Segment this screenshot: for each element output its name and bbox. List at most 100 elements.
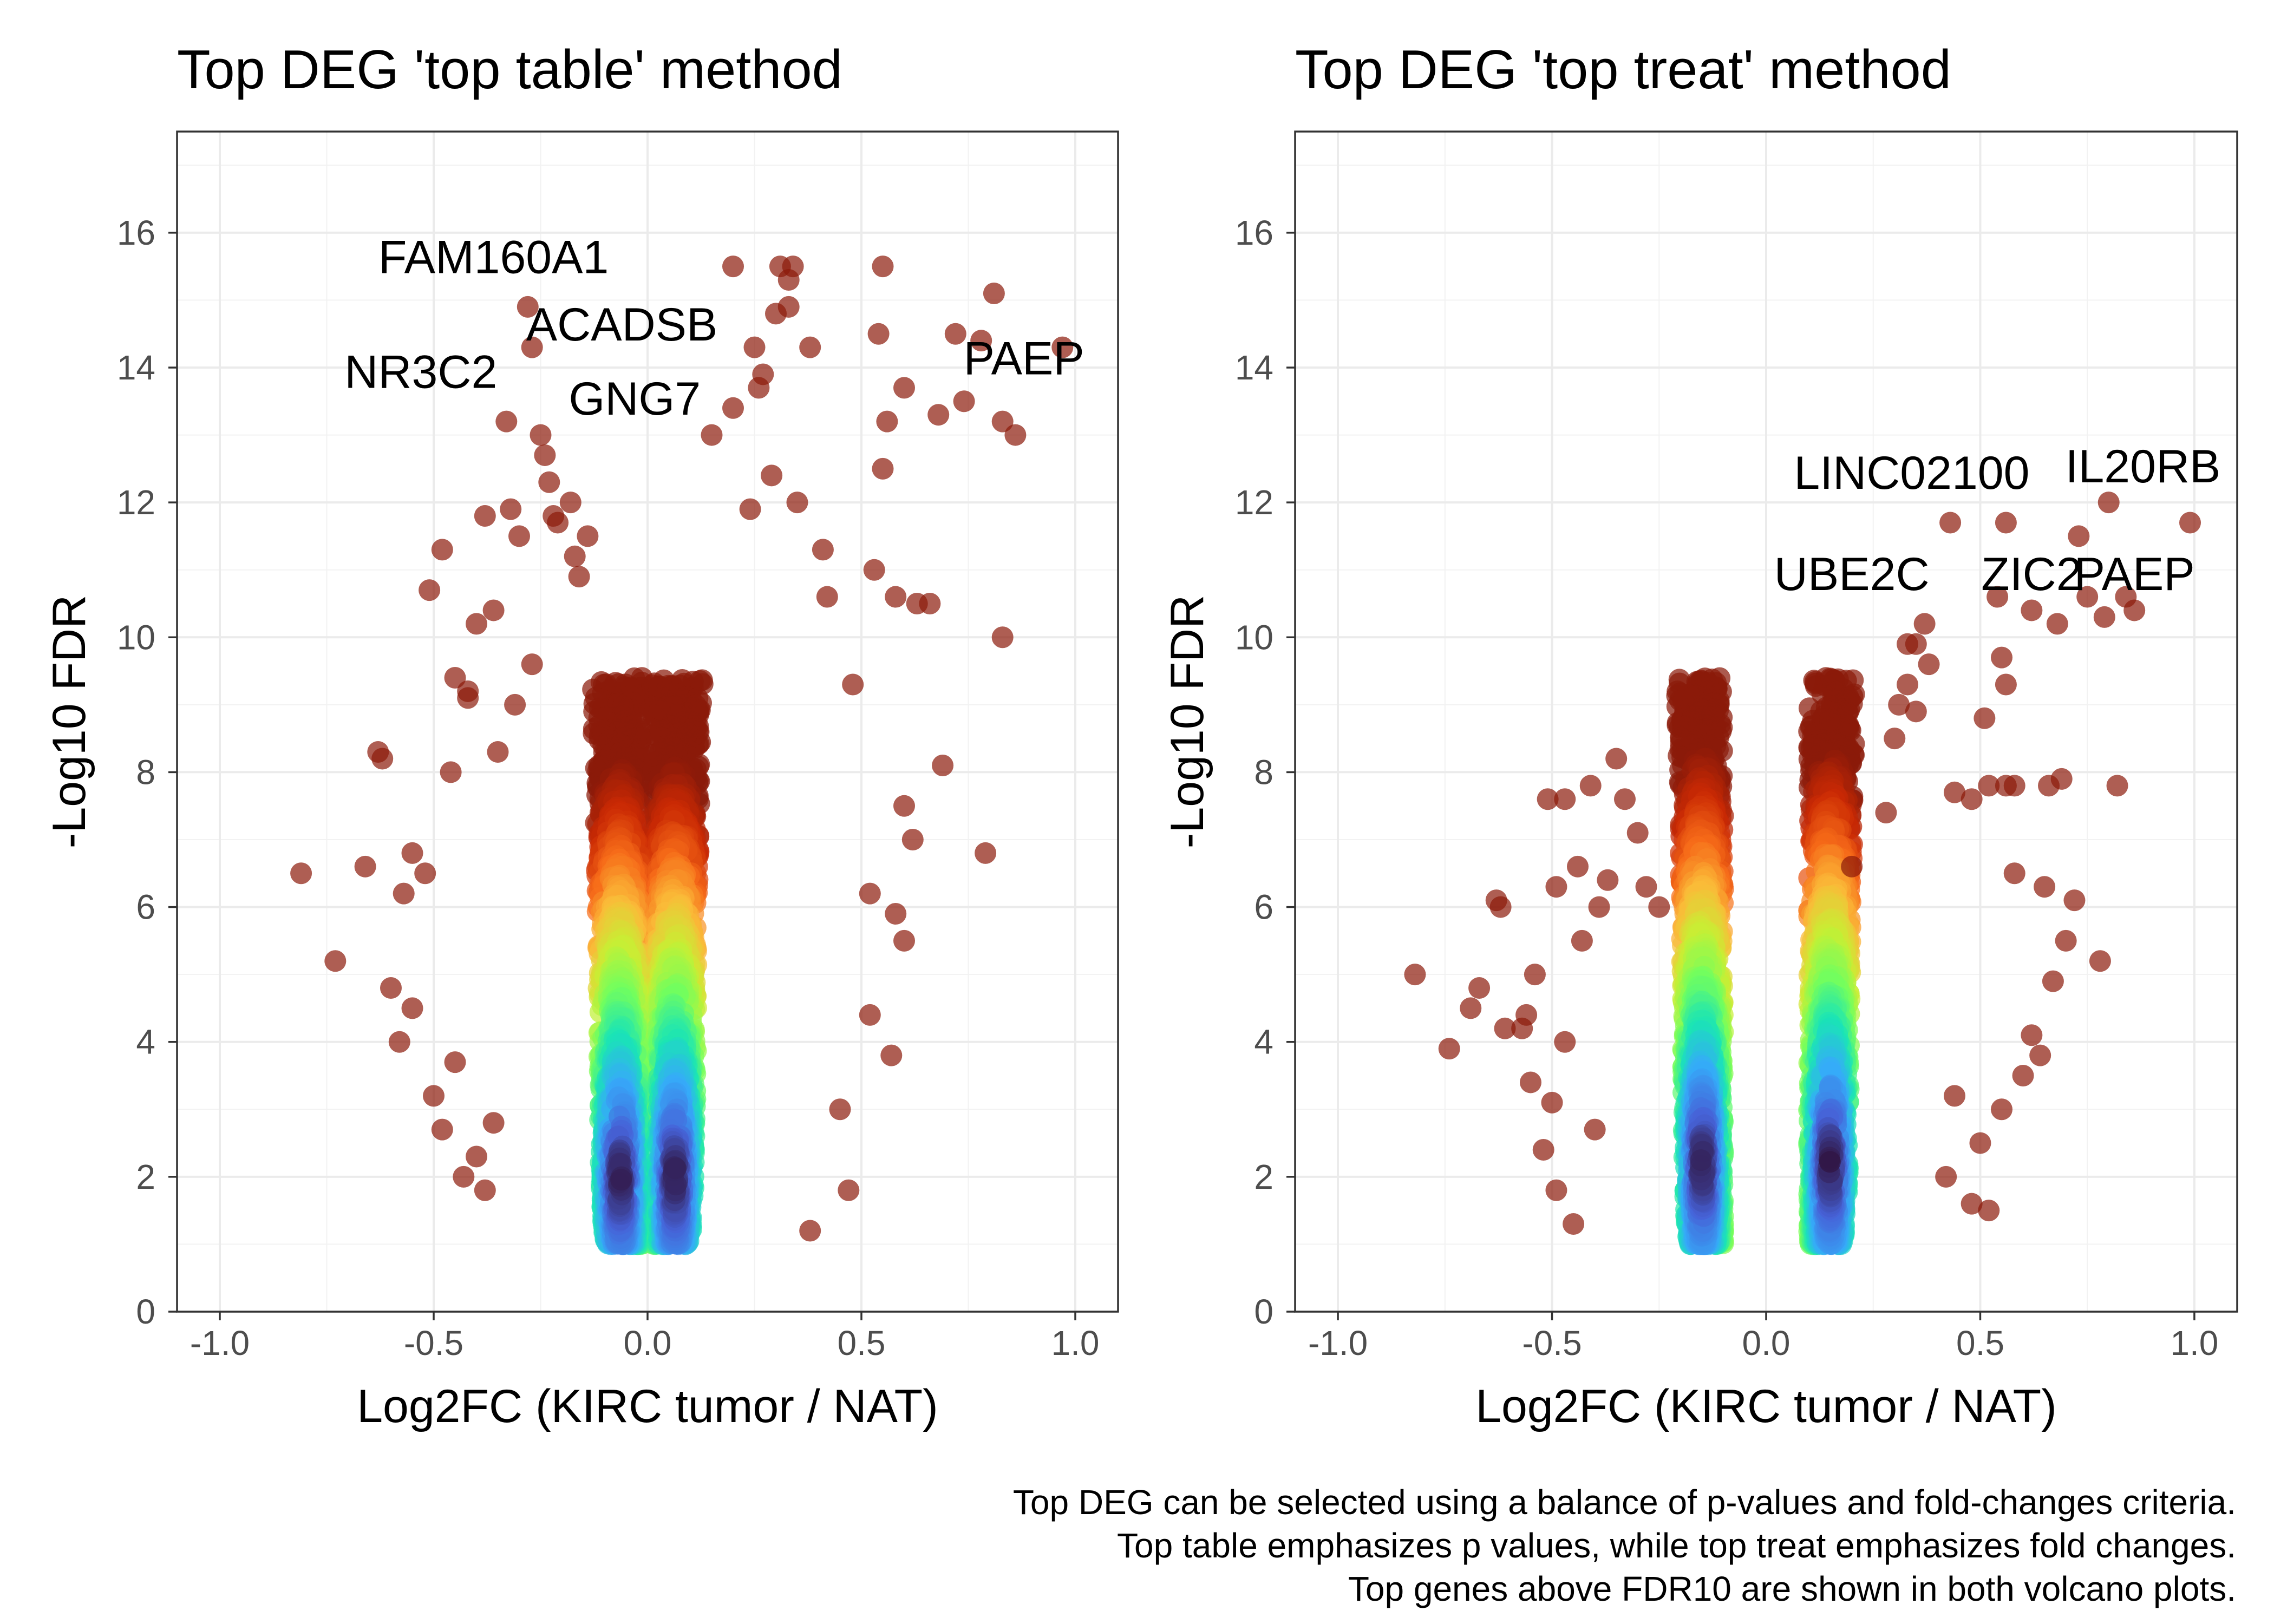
x-tick-label: -0.5 xyxy=(404,1324,463,1363)
data-point xyxy=(786,492,808,514)
data-point xyxy=(504,693,526,716)
data-point xyxy=(466,1145,487,1168)
data-point xyxy=(919,593,941,614)
data-point xyxy=(777,296,800,318)
data-point xyxy=(564,545,586,567)
data-point xyxy=(838,1179,860,1201)
data-point xyxy=(1004,424,1027,446)
data-point xyxy=(423,1085,445,1107)
data-point xyxy=(842,673,864,696)
data-point xyxy=(500,498,522,520)
data-point xyxy=(577,525,599,547)
data-point xyxy=(829,1098,851,1121)
data-point xyxy=(812,539,834,561)
gene-label: GNG7 xyxy=(568,373,701,425)
data-point xyxy=(401,997,423,1019)
x-axis-title: Log2FC (KIRC tumor / NAT) xyxy=(357,1380,938,1432)
y-axis-title: -Log10 FDR xyxy=(43,595,95,848)
density-point xyxy=(642,744,664,767)
data-point xyxy=(538,471,560,493)
plot-grid xyxy=(1295,132,2237,1313)
data-point xyxy=(568,566,590,588)
y-tick-label: 8 xyxy=(136,752,155,791)
data-point xyxy=(482,1112,505,1134)
data-point xyxy=(444,1051,466,1073)
density-point xyxy=(664,1157,687,1180)
data-point xyxy=(748,377,770,399)
x-tick-label: 0.0 xyxy=(624,1324,672,1363)
data-point xyxy=(901,829,924,850)
x-tick-label: 0.5 xyxy=(838,1324,886,1363)
data-point xyxy=(927,404,950,426)
data-point xyxy=(722,256,744,278)
density-point xyxy=(688,699,710,721)
data-point xyxy=(867,323,890,345)
data-point xyxy=(371,748,394,770)
density-point xyxy=(585,686,607,709)
data-point xyxy=(419,579,441,601)
y-tick-label: 2 xyxy=(136,1157,155,1196)
data-point xyxy=(474,505,496,527)
density-point xyxy=(676,722,698,744)
data-point xyxy=(859,882,881,905)
data-point xyxy=(893,377,915,399)
data-point xyxy=(799,336,821,358)
density-point xyxy=(1843,683,1865,705)
y-tick-label: 16 xyxy=(117,213,155,252)
gene-label: FAM160A1 xyxy=(378,232,609,284)
panel-title: Top DEG 'top table' method xyxy=(177,40,842,100)
data-point xyxy=(530,424,552,446)
density-point xyxy=(691,669,713,691)
data-point xyxy=(457,687,479,709)
density-point xyxy=(664,737,686,759)
density-point xyxy=(1697,672,1719,694)
data-point xyxy=(876,410,898,433)
data-point xyxy=(777,269,800,291)
data-point xyxy=(414,862,436,885)
data-point xyxy=(482,599,505,621)
data-point xyxy=(380,977,402,999)
data-point xyxy=(872,256,894,278)
data-point xyxy=(388,1031,410,1053)
data-point xyxy=(739,498,761,520)
data-point xyxy=(701,424,723,446)
data-point xyxy=(885,586,907,608)
data-point xyxy=(401,842,423,864)
data-point xyxy=(983,282,1005,304)
data-point xyxy=(885,903,907,925)
data-point xyxy=(431,1118,453,1141)
density-point xyxy=(1689,698,1711,720)
gene-label: PAEP xyxy=(964,332,1084,384)
density-point xyxy=(612,696,634,718)
y-tick-label: 10 xyxy=(117,618,155,657)
data-point xyxy=(290,862,312,885)
data-point xyxy=(440,761,462,783)
data-point xyxy=(991,626,1014,649)
data-point xyxy=(534,444,556,466)
panel-top-treat: Top DEG 'top treat' method LINC02100 IL20… xyxy=(1161,40,2238,1432)
data-point xyxy=(761,464,783,487)
data-point xyxy=(863,559,885,581)
x-tick-label: -1.0 xyxy=(190,1324,250,1363)
data-point xyxy=(559,492,581,514)
data-point xyxy=(466,613,487,635)
density-point xyxy=(604,672,626,694)
data-point xyxy=(893,929,915,952)
y-tick-label: 0 xyxy=(136,1292,155,1331)
data-point xyxy=(953,390,975,412)
data-point xyxy=(975,842,997,864)
data-point xyxy=(932,754,954,776)
data-point xyxy=(393,882,415,905)
data-point xyxy=(453,1165,475,1188)
x-tick-label: 1.0 xyxy=(1051,1324,1100,1363)
density-point xyxy=(648,676,670,698)
data-point xyxy=(487,741,509,763)
panel-title: Top DEG 'top treat' method xyxy=(1295,40,1951,100)
y-tick-label: 4 xyxy=(136,1023,155,1062)
y-tick-label: 12 xyxy=(117,483,155,522)
gene-label: NR3C2 xyxy=(344,346,497,398)
data-point xyxy=(743,336,766,358)
data-point xyxy=(816,586,838,608)
data-point xyxy=(859,1004,881,1026)
